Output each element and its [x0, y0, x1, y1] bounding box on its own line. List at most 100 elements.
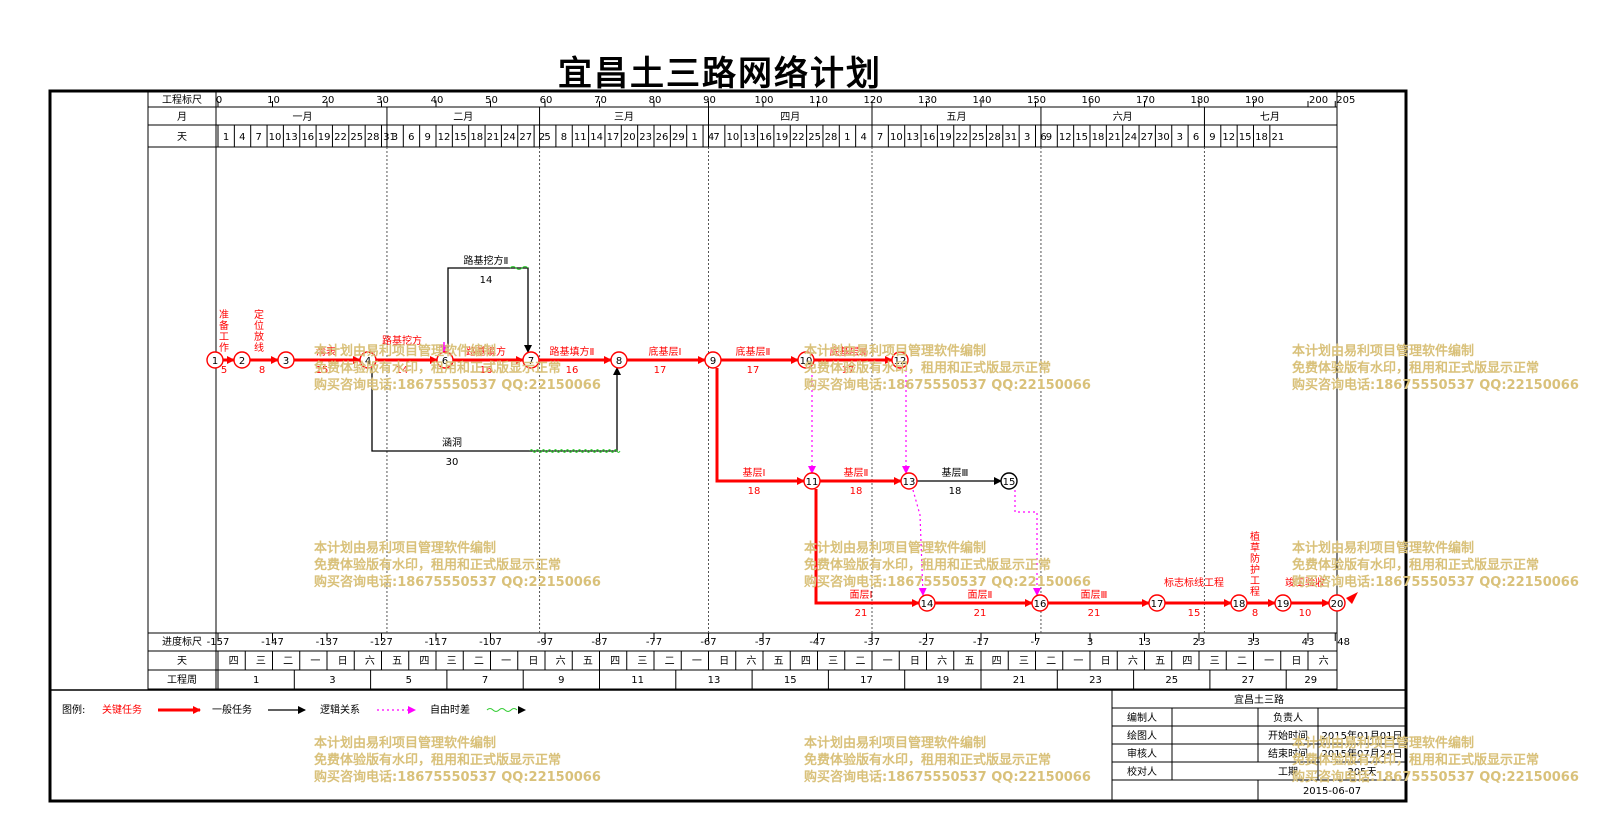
legend-normal-label: 一般任务: [212, 703, 252, 716]
day-cell: 9: [1046, 132, 1052, 143]
day-cell: 17: [607, 132, 620, 143]
task-name-18: 护: [1250, 563, 1260, 576]
scale-tick-label: 170: [1136, 95, 1155, 106]
task-name-18: 草: [1250, 542, 1260, 554]
node-label-17: 17: [1151, 599, 1164, 610]
progress-tick-label: -7: [1031, 637, 1041, 648]
weekday-cell: 三: [256, 656, 266, 667]
scale-tick-label: 90: [703, 95, 716, 106]
week-cell: 3: [329, 675, 335, 686]
task-name-14: 面层Ⅰ: [850, 589, 873, 601]
weekday-cell: 六: [365, 655, 375, 667]
day-cell: 3: [392, 132, 398, 143]
month-label-5: 五月: [946, 111, 966, 123]
scale-tick-label: 30: [376, 95, 389, 106]
progress-tick-label: -47: [809, 637, 825, 648]
scale-tick-label: 100: [754, 95, 773, 106]
task-name-11: 基层Ⅰ: [743, 466, 766, 479]
day-cell: 1: [844, 132, 850, 143]
day-cell: 2: [539, 132, 545, 143]
node-label-13: 13: [903, 477, 916, 488]
task-name-1: 位: [254, 319, 264, 332]
info-end: 2015年07月24日: [1322, 747, 1403, 760]
node-7: [522, 351, 540, 369]
task-duration-14: 21: [855, 608, 868, 619]
node-label-8: 8: [616, 356, 622, 367]
day-cell: 3: [1024, 132, 1030, 143]
week-cell: 1: [253, 675, 259, 686]
task-name-7: 涵洞: [442, 437, 462, 449]
weekday-cell: 二: [1046, 656, 1056, 667]
task-duration-15: 21: [974, 608, 987, 619]
day-cell: 15: [1075, 132, 1088, 143]
month-label-4: 四月: [780, 111, 800, 123]
day-cell: 26: [656, 132, 669, 143]
progress-tick-label: -157: [207, 637, 230, 648]
weekday-cell: 三: [447, 656, 457, 667]
finish-flag-icon: [1346, 592, 1358, 604]
day-cell: 18: [1092, 132, 1105, 143]
task-duration-0: 5: [221, 365, 227, 376]
task-name-0: 工: [219, 332, 229, 343]
edge-9-11: [715, 368, 805, 485]
day-cell: 19: [939, 132, 952, 143]
scale-tick-label: 200: [1309, 95, 1328, 106]
day-cell: 27: [519, 132, 532, 143]
weekday-cell: 一: [1264, 656, 1274, 667]
week-cell: 25: [1165, 675, 1178, 686]
progress-tick-label: -107: [479, 637, 502, 648]
day-cell: 12: [1222, 132, 1235, 143]
info-duration-label: 工期: [1278, 766, 1298, 778]
node-13: [900, 472, 918, 490]
weekday-cell: 一: [883, 656, 893, 667]
legend-float-arrowhead: [518, 706, 526, 714]
scale-label: 工程标尺: [162, 94, 202, 106]
node-10: [797, 351, 815, 369]
weekday-cell: 日: [338, 656, 348, 667]
day-cell: 10: [269, 132, 282, 143]
weekday-cell: 四: [610, 656, 620, 667]
scale-tick-label: 150: [1027, 95, 1046, 106]
info-checker-label: 校对人: [1127, 765, 1157, 778]
logic-13-14: [912, 489, 927, 596]
task-duration-17: 15: [1188, 608, 1201, 619]
legend-label: 图例:: [62, 703, 85, 716]
node-6: [436, 351, 454, 369]
week-cell: 13: [708, 675, 721, 686]
day-cell: 4: [239, 132, 245, 143]
scale-tick-label: 0: [216, 95, 222, 106]
day-cell: 28: [367, 132, 380, 143]
node-9: [704, 351, 722, 369]
info-reviewer-label: 审核人: [1127, 747, 1157, 760]
weekday-cell: 五: [774, 656, 784, 667]
weekday-cell: 二: [283, 656, 293, 667]
node-18: [1230, 594, 1248, 612]
day-label: 天: [177, 132, 187, 143]
task-name-16: 面层Ⅲ: [1081, 589, 1108, 601]
day-cell: 29: [672, 132, 685, 143]
day-cell: 21: [1271, 132, 1284, 143]
weekday-cell: 二: [665, 656, 675, 667]
month-label: 月: [177, 111, 187, 123]
task-duration-18: 8: [1252, 608, 1258, 619]
day-cell: 24: [503, 132, 516, 143]
month-label-6: 六月: [1113, 111, 1133, 123]
scale-tick-label: 40: [431, 95, 444, 106]
day-cell: 6: [1040, 132, 1046, 143]
day-cell: 12: [1059, 132, 1072, 143]
day-cell: 7: [256, 132, 262, 143]
weekday-cell: 四: [992, 656, 1002, 667]
weekday-cell: 三: [1210, 656, 1220, 667]
info-editor-label: 编制人: [1127, 711, 1157, 724]
weekday-cell: 四: [419, 656, 429, 667]
day-cell: 11: [574, 132, 587, 143]
node-label-19: 19: [1277, 599, 1290, 610]
task-name-1: 线: [254, 341, 264, 354]
day-cell: 24: [1124, 132, 1137, 143]
day-cell: 31: [1004, 132, 1017, 143]
legend-critical-label: 关键任务: [102, 703, 142, 716]
info-start-label: 开始时间: [1268, 729, 1308, 742]
week-cell: 11: [631, 675, 644, 686]
week-cell: 21: [1013, 675, 1026, 686]
task-name-18: 工: [1250, 576, 1260, 587]
